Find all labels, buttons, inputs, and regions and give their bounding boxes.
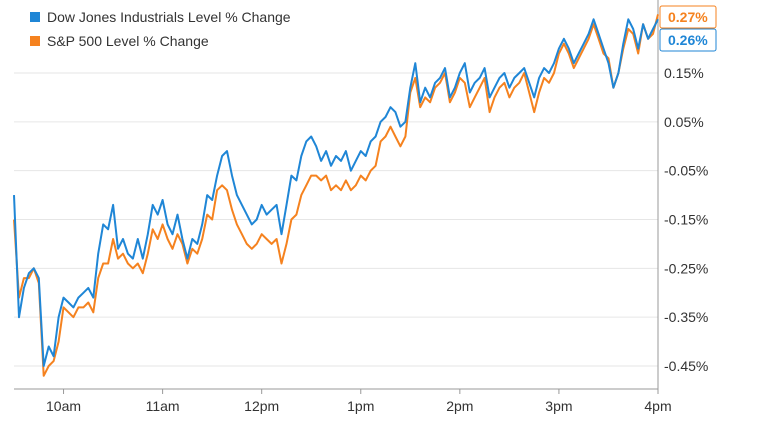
y-tick-label: -0.05% bbox=[664, 163, 708, 179]
y-tick-label: 0.15% bbox=[664, 65, 704, 81]
series-lines bbox=[13, 14, 659, 377]
gridlines bbox=[14, 72, 658, 367]
x-tick-label: 2pm bbox=[446, 398, 473, 414]
legend-label-dow: Dow Jones Industrials Level % Change bbox=[47, 9, 291, 25]
x-tick-label: 12pm bbox=[244, 398, 279, 414]
y-tick-label: 0.05% bbox=[664, 114, 704, 130]
x-tick-label: 4pm bbox=[644, 398, 671, 414]
dow-last-badge bbox=[659, 28, 717, 52]
y-tick-label: -0.45% bbox=[664, 358, 708, 374]
x-tick-label: 10am bbox=[46, 398, 81, 414]
dow-last-value: 0.26% bbox=[668, 32, 708, 48]
x-tick-label: 1pm bbox=[347, 398, 374, 414]
legend-box bbox=[22, 5, 332, 53]
legend-swatch-sp bbox=[30, 36, 40, 46]
y-tick-label: -0.15% bbox=[664, 212, 708, 228]
legend-label-sp: S&P 500 Level % Change bbox=[47, 33, 209, 49]
sp500-series-line bbox=[13, 14, 659, 377]
y-tick-labels: 0.15% 0.05% -0.05% -0.15% -0.25% -0.35% -0.45% bbox=[664, 65, 708, 374]
legend: Dow Jones Industrials Level % Change S&P… bbox=[22, 5, 332, 53]
y-tick-label: -0.25% bbox=[664, 260, 708, 276]
x-tick-labels: 10am 11am 12pm 1pm 2pm 3pm 4pm bbox=[46, 389, 672, 414]
x-tick-label: 11am bbox=[146, 398, 180, 414]
axes bbox=[14, 0, 659, 390]
y-tick-label: -0.35% bbox=[664, 309, 708, 325]
sp-last-badge bbox=[659, 5, 717, 29]
last-value-badges: 0.27% 0.26% bbox=[659, 5, 717, 52]
dow-series-line bbox=[13, 18, 659, 367]
x-tick-label: 3pm bbox=[545, 398, 572, 414]
legend-swatch-dow bbox=[30, 12, 40, 22]
sp-last-value: 0.27% bbox=[668, 9, 708, 25]
